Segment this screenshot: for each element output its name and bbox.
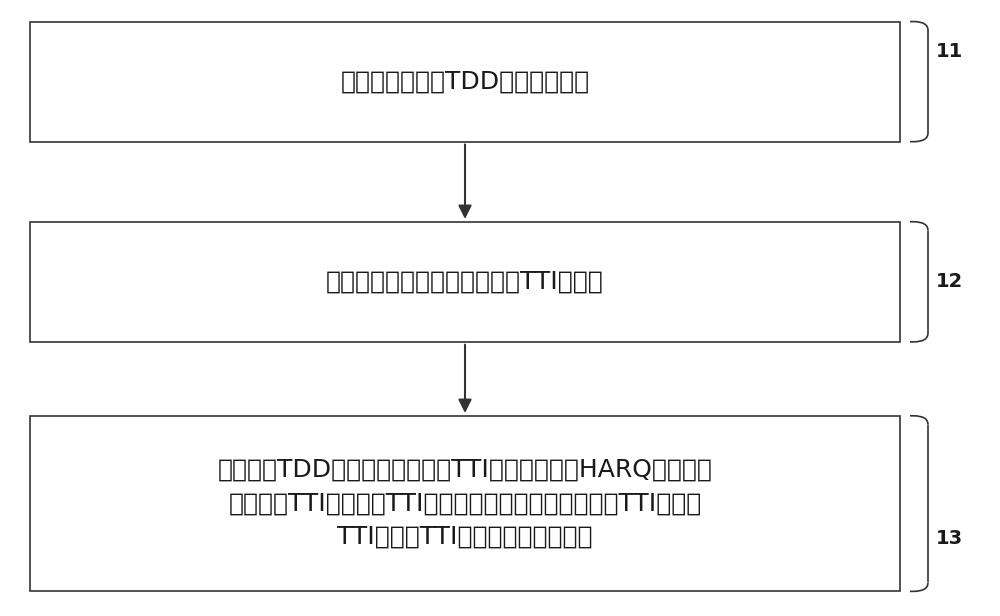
Text: 确定当前采用的TDD帧结构的配置: 确定当前采用的TDD帧结构的配置 — [340, 70, 590, 94]
Text: 13: 13 — [936, 529, 963, 548]
FancyBboxPatch shape — [30, 416, 900, 591]
Text: 11: 11 — [936, 42, 963, 61]
FancyBboxPatch shape — [30, 22, 900, 142]
Text: 12: 12 — [936, 272, 963, 291]
FancyBboxPatch shape — [30, 222, 900, 342]
Text: 确定当前采用的传输时间间隔TTI的大小: 确定当前采用的传输时间间隔TTI的大小 — [326, 270, 604, 294]
Text: 根据所述TDD帧结构的配置以及TTI的大小，确定HARQ进程中的
数据传输TTI与其反馈TTI的相对位置关系，或初次传输TTI、反馈
TTI及重传TTI之间的相: 根据所述TDD帧结构的配置以及TTI的大小，确定HARQ进程中的 数据传输TTI… — [218, 458, 712, 549]
